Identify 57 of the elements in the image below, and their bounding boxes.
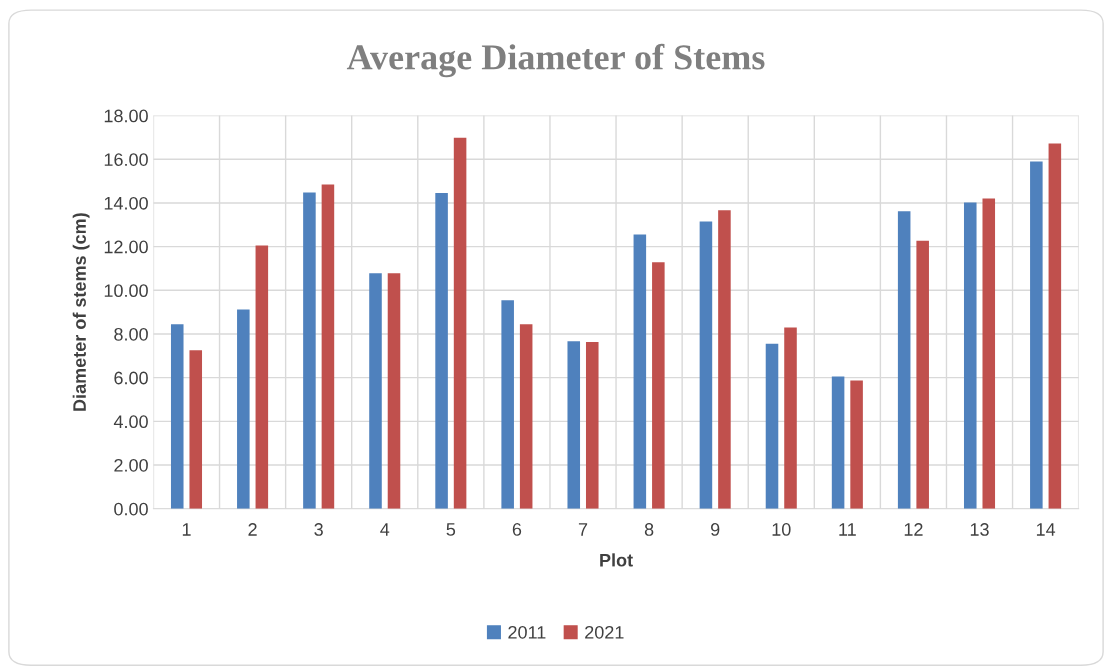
bar bbox=[453, 137, 467, 509]
y-tick-label: 6.00 bbox=[114, 371, 148, 385]
bar bbox=[718, 210, 731, 509]
bar bbox=[237, 309, 250, 509]
x-tick-label: 3 bbox=[314, 523, 323, 536]
bar bbox=[303, 192, 316, 509]
bar bbox=[1048, 143, 1062, 509]
x-axis-title: Plot bbox=[600, 553, 633, 567]
y-tick-label: 12.00 bbox=[104, 240, 148, 254]
bar bbox=[784, 327, 797, 509]
x-tick-label: 11 bbox=[839, 523, 856, 536]
x-tick-label: 7 bbox=[578, 523, 588, 536]
bar bbox=[585, 342, 599, 509]
chart-title: Average Diameter of Stems bbox=[346, 43, 765, 78]
bar bbox=[369, 273, 382, 509]
bar bbox=[831, 376, 845, 509]
x-tick-label: 12 bbox=[904, 523, 923, 536]
bar bbox=[189, 350, 203, 509]
x-tick-label: 5 bbox=[446, 523, 456, 536]
bar bbox=[765, 343, 779, 509]
x-tick-label: 10 bbox=[772, 523, 791, 536]
x-tick-label: 4 bbox=[380, 523, 390, 536]
bar bbox=[963, 202, 977, 509]
x-tick-label: 1 bbox=[182, 523, 191, 536]
bar bbox=[567, 341, 581, 509]
legend-label: 2021 bbox=[585, 625, 624, 639]
bar bbox=[850, 380, 863, 509]
y-tick-label: 2.00 bbox=[114, 458, 148, 472]
y-tick-label: 18.00 bbox=[104, 109, 148, 123]
y-axis-title: Diameter of stems (cm) bbox=[72, 213, 90, 411]
x-tick-label: 13 bbox=[970, 523, 989, 536]
x-tick-label: 14 bbox=[1036, 523, 1056, 536]
y-tick-label: 10.00 bbox=[104, 284, 148, 298]
x-tick-label: 2 bbox=[248, 523, 257, 536]
bar bbox=[982, 198, 996, 509]
x-tick-label: 6 bbox=[512, 523, 522, 536]
bar bbox=[633, 234, 647, 509]
x-tick-label: 8 bbox=[644, 523, 654, 536]
bar bbox=[652, 262, 665, 509]
bar bbox=[916, 240, 929, 509]
x-tick-label: 9 bbox=[711, 523, 720, 536]
bar bbox=[1030, 161, 1043, 509]
bar bbox=[255, 245, 269, 509]
y-tick-label: 4.00 bbox=[113, 415, 148, 429]
y-tick-label: 16.00 bbox=[104, 153, 148, 166]
bar bbox=[435, 193, 448, 509]
y-tick-label: 14.00 bbox=[104, 196, 148, 210]
y-tick-label: 0.00 bbox=[114, 502, 148, 516]
bar bbox=[519, 324, 533, 509]
bar bbox=[699, 221, 713, 509]
bar bbox=[321, 184, 335, 509]
bar bbox=[501, 300, 514, 509]
bar bbox=[170, 324, 184, 509]
y-tick-label: 8.00 bbox=[114, 327, 148, 341]
legend-label: 2011 bbox=[508, 625, 546, 639]
bar bbox=[387, 273, 401, 509]
bar bbox=[897, 211, 911, 509]
